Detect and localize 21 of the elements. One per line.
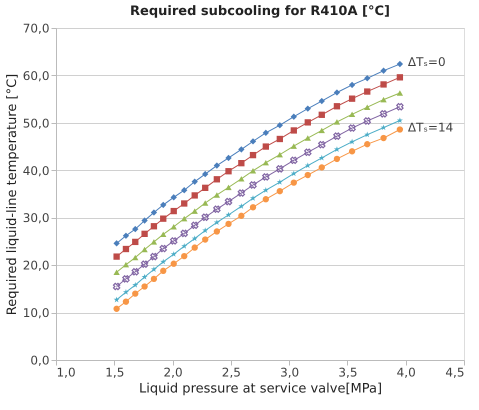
x-tick-label: 4,0 <box>396 366 416 380</box>
y-tick-label: 60,0 <box>22 68 50 83</box>
x-tick-label: 4,5 <box>445 366 464 380</box>
y-tick-label: 50,0 <box>22 116 50 130</box>
x-axis-title: Liquid pressure at service valve[MPa] <box>138 382 382 396</box>
y-axis-title: Required liquid-line temperature [°C] <box>4 74 20 316</box>
y-tick-label: 10,0 <box>22 306 50 320</box>
y-tick-label: 70,0 <box>22 22 50 36</box>
y-tick-label: 20,0 <box>22 258 50 273</box>
x-tick-label: 2,0 <box>164 366 183 380</box>
chart-title: Required subcooling for R410A [°C] <box>130 4 390 19</box>
y-tick-label: 0,0 <box>30 354 50 368</box>
y-tick-label: 30,0 <box>22 211 50 226</box>
x-tick-label: 1,0 <box>56 366 76 380</box>
annotation: ΔTₛ=14 <box>408 120 454 134</box>
annotation: ΔTₛ=0 <box>408 55 446 70</box>
y-tick-label: 40,0 <box>22 164 50 178</box>
x-tick-label: 2,5 <box>222 366 241 380</box>
x-tick-label: 3,0 <box>280 366 300 380</box>
x-tick-label: 3,5 <box>338 366 358 380</box>
x-tick-label: 1,5 <box>105 366 124 380</box>
